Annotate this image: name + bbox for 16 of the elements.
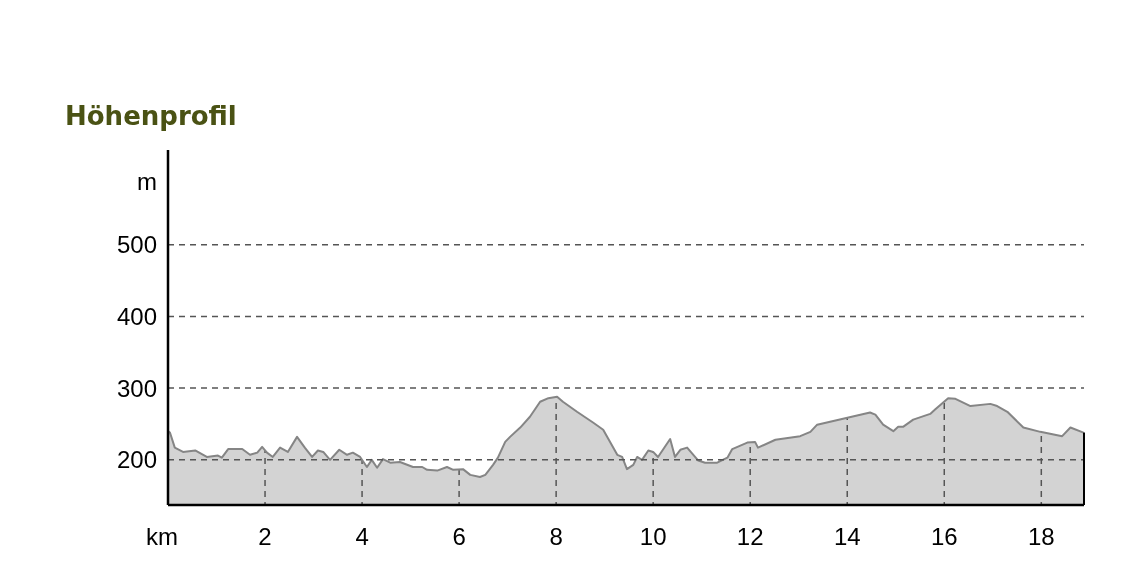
x-tick-label: 12	[736, 523, 764, 550]
chart-title: Höhenprofil	[65, 101, 237, 131]
x-tick-label: 4	[355, 523, 369, 550]
x-tick-label: 14	[833, 523, 861, 550]
x-tick-label: 6	[452, 523, 466, 550]
y-tick-label: 200	[116, 446, 157, 474]
x-tick-label: 8	[549, 523, 563, 550]
x-tick-label: 18	[1027, 523, 1055, 550]
x-tick-label: 16	[930, 523, 958, 550]
y-axis-title: m	[137, 167, 157, 195]
y-tick-label: 400	[116, 302, 157, 330]
x-axis-title: km	[146, 523, 178, 550]
y-tick-label: 500	[116, 231, 157, 259]
x-tick-label: 10	[639, 523, 667, 550]
x-tick-label: 2	[258, 523, 272, 550]
y-tick-label: 300	[116, 374, 157, 402]
